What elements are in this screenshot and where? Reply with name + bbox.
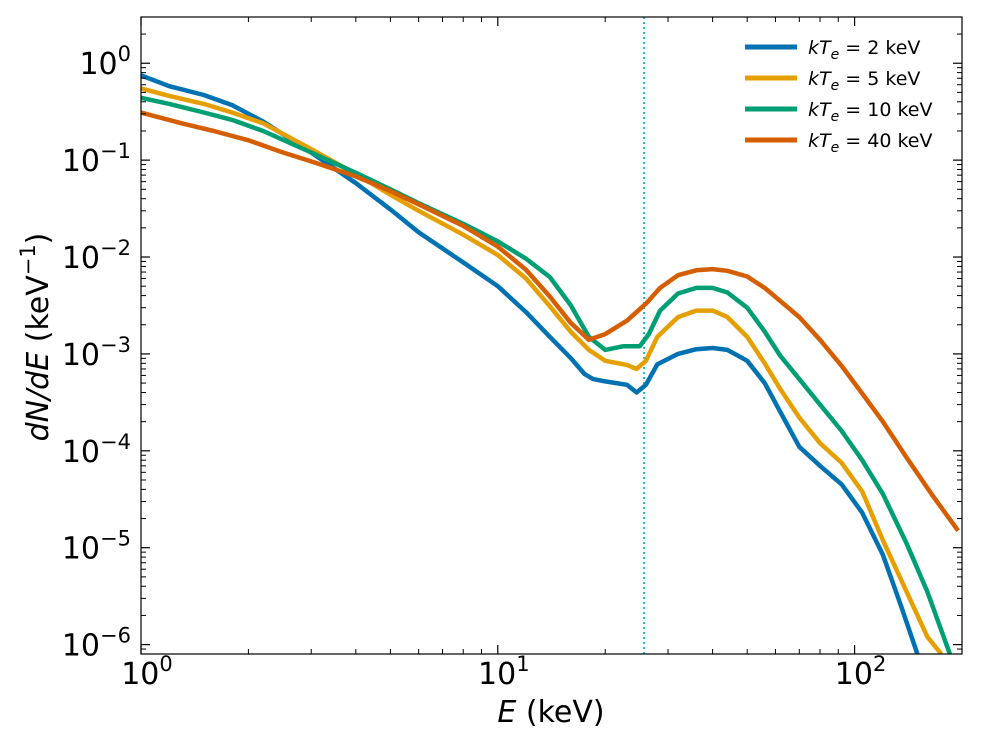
series-line-3 bbox=[141, 95, 953, 654]
y-axis-label-close: ) bbox=[21, 233, 56, 245]
y-tick-label-7: 100 bbox=[79, 42, 131, 82]
y-axis-label-var: dN/dE bbox=[21, 352, 56, 442]
axis-ticks: 100 101 102 10−6 10−5 10−4 10−3 10−2 10−1 100 bbox=[62, 17, 962, 692]
plot-frame bbox=[140, 16, 963, 655]
y-tick-label-6: 10−1 bbox=[62, 139, 131, 179]
y-tick-label-5: 10−2 bbox=[62, 236, 131, 276]
x-tick-label-3: 102 bbox=[835, 652, 887, 692]
x-tick-label-2: 101 bbox=[478, 652, 530, 692]
legend-label-3: kTe = 10 keV bbox=[808, 99, 932, 125]
y-axis-label-unit: (keV bbox=[21, 275, 56, 342]
x-tick-label-1: 100 bbox=[121, 652, 173, 692]
legend-label-2: kTe = 5 keV bbox=[808, 68, 920, 94]
x-axis-label-unit: (keV) bbox=[526, 695, 605, 730]
y-axis-label: dN/dE (keV−1) bbox=[16, 233, 56, 442]
y-axis-label-exp: −1 bbox=[16, 244, 40, 275]
x-axis-label: E (keV) bbox=[497, 695, 604, 730]
x-axis-label-var: E bbox=[497, 695, 516, 730]
legend-label-4: kTe = 40 keV bbox=[808, 130, 932, 156]
y-tick-label-4: 10−3 bbox=[62, 333, 131, 373]
series-line-4 bbox=[141, 110, 960, 533]
y-tick-label-1: 10−6 bbox=[62, 624, 131, 664]
legend: kTe = 2 keV kTe = 5 keV kTe = 10 keV kTe = … bbox=[745, 37, 932, 156]
y-tick-label-2: 10−5 bbox=[62, 527, 131, 567]
legend-label-1: kTe = 2 keV bbox=[808, 37, 920, 63]
plot-lines bbox=[141, 17, 960, 654]
y-tick-label-3: 10−4 bbox=[62, 430, 131, 470]
